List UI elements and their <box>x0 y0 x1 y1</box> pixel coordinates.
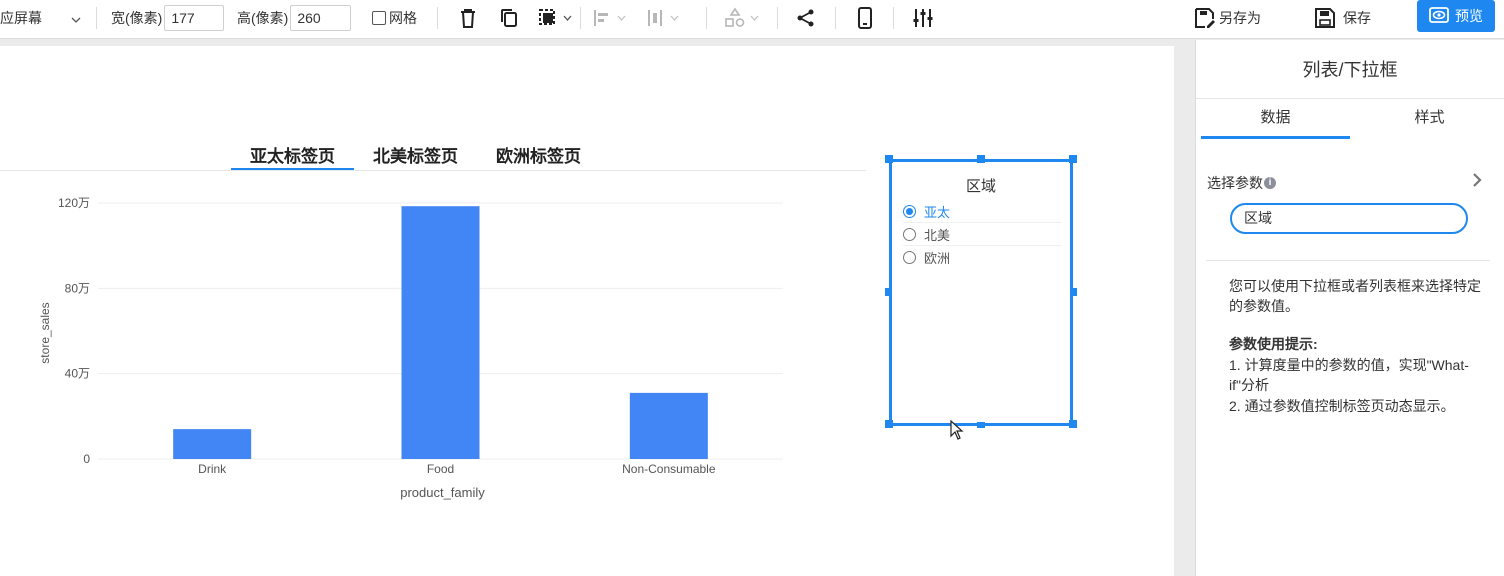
bar <box>173 429 252 459</box>
align-left-icon <box>590 6 614 30</box>
y-tick-label: 0 <box>83 452 90 466</box>
layer-icon <box>536 6 560 30</box>
save-icon <box>1313 6 1337 30</box>
align-menu[interactable] <box>590 0 626 36</box>
tab-asia-pacific[interactable]: 亚太标签页 <box>231 141 354 171</box>
y-tick-label: 80万 <box>65 281 90 295</box>
screen-mode-select[interactable]: 应屏幕 <box>0 0 86 36</box>
grid-label: 网格 <box>389 10 417 26</box>
panel-title: 列表/下拉框 <box>1302 60 1398 80</box>
tip-item: 1. 计算度量中的参数的值，实现"What-if"分析 <box>1229 357 1469 393</box>
param-select-field[interactable]: 区域 <box>1230 203 1468 234</box>
resize-handle[interactable] <box>1073 288 1077 296</box>
option-label: 北美 <box>924 227 951 243</box>
tip-item: 2. 通过参数值控制标签页动态显示。 <box>1229 398 1455 414</box>
resize-handle[interactable] <box>885 288 889 296</box>
preview-label: 预览 <box>1455 8 1483 24</box>
share-icon[interactable] <box>794 6 818 30</box>
divider <box>1206 260 1490 261</box>
height-label: 高(像素) <box>237 10 289 26</box>
tab-europe[interactable]: 欧洲标签页 <box>496 147 581 166</box>
width-label: 宽(像素) <box>111 10 163 26</box>
option-label: 欧洲 <box>924 251 951 266</box>
copy-icon[interactable] <box>497 6 521 30</box>
listbox-option-asia-pacific[interactable]: 亚太 <box>903 200 1061 223</box>
mouse-cursor-icon <box>950 419 964 443</box>
tab-bar: 亚太标签页 北美标签页 欧洲标签页 <box>231 141 600 171</box>
resize-handle[interactable] <box>885 155 893 163</box>
listbox-option-north-america[interactable]: 北美 <box>903 223 1061 246</box>
save-label: 保存 <box>1343 10 1371 26</box>
region-listbox[interactable]: 区域 亚太 北美 欧洲 <box>889 159 1073 440</box>
distribute-menu[interactable] <box>643 0 679 36</box>
grid-toggle[interactable]: 网格 <box>372 0 417 36</box>
x-tick-label: Non-Consumable <box>622 462 716 476</box>
tab-style[interactable]: 样式 <box>1414 109 1445 126</box>
param-label-text: 选择参数 <box>1207 175 1263 191</box>
eye-icon <box>1429 6 1449 26</box>
toolbar: 应屏幕 宽(像素) 177 高(像素) 260 网格 <box>0 0 1504 39</box>
layer-menu[interactable] <box>536 0 572 36</box>
listbox-option-europe[interactable]: 欧洲 <box>903 246 1061 269</box>
save-as-icon <box>1193 6 1217 30</box>
bar <box>401 206 480 459</box>
mobile-icon[interactable] <box>853 6 877 30</box>
panel-tabs: 数据 样式 <box>1196 98 1504 139</box>
chevron-right-icon[interactable] <box>1472 173 1482 190</box>
resize-handle[interactable] <box>977 422 985 428</box>
tab-north-america[interactable]: 北美标签页 <box>373 147 458 166</box>
panel-description: 您可以使用下拉框或者列表框来选择特定的参数值。 <box>1229 278 1481 314</box>
option-label: 亚太 <box>924 204 951 220</box>
listbox-title: 区域 <box>965 178 996 195</box>
tips-title: 参数使用提示: <box>1229 336 1318 352</box>
y-tick-label: 40万 <box>65 367 90 381</box>
settings-sliders-icon[interactable] <box>911 6 935 30</box>
preview-button[interactable]: 预览 <box>1417 0 1495 32</box>
y-axis-label: store_sales <box>38 302 52 363</box>
save-as-button[interactable]: 另存为 <box>1193 0 1261 36</box>
x-axis-label: product_family <box>400 485 485 500</box>
group-menu[interactable] <box>723 0 759 36</box>
radio-selected[interactable] <box>903 204 916 218</box>
info-icon[interactable]: i <box>1264 177 1276 189</box>
delete-icon[interactable] <box>456 6 480 30</box>
resize-handle[interactable] <box>977 155 985 163</box>
save-as-label: 另存为 <box>1219 10 1261 26</box>
resize-handle[interactable] <box>1069 420 1077 428</box>
select-param-label: 选择参数 i <box>1207 173 1276 193</box>
bar-chart: 0 40万 80万 120万 Drink Food Non-Consumable produc… <box>38 196 783 500</box>
y-tick-label: 120万 <box>58 196 90 210</box>
x-tick-label: Food <box>427 462 454 476</box>
grid-checkbox[interactable] <box>372 11 386 25</box>
width-input[interactable]: 177 <box>164 5 225 31</box>
chevron-down-icon <box>617 13 626 23</box>
save-button[interactable]: 保存 <box>1313 0 1371 36</box>
report-canvas[interactable]: 亚太标签页 北美标签页 欧洲标签页 0 40万 80万 120万 Drink Food No… <box>0 46 1174 576</box>
distribute-icon <box>723 6 747 30</box>
height-input[interactable]: 260 <box>290 5 352 31</box>
radio-unselected[interactable] <box>903 227 916 241</box>
screen-mode-label: 应屏幕 <box>0 10 42 26</box>
resize-handle[interactable] <box>1069 155 1077 163</box>
radio-unselected[interactable] <box>903 251 916 264</box>
x-tick-label: Drink <box>198 462 227 476</box>
chevron-down-icon <box>563 13 572 23</box>
chevron-down-icon <box>670 13 679 23</box>
tab-data[interactable]: 数据 <box>1201 99 1350 139</box>
bar <box>629 392 708 459</box>
chevron-down-icon <box>71 10 81 26</box>
tab-divider <box>0 170 866 171</box>
properties-panel: 列表/下拉框 数据 样式 选择参数 i 区域 您可以使用下拉框或者列表框来选择特… <box>1195 40 1504 576</box>
resize-handle[interactable] <box>885 420 893 428</box>
align-center-icon <box>643 6 667 30</box>
chevron-down-icon <box>750 13 759 23</box>
